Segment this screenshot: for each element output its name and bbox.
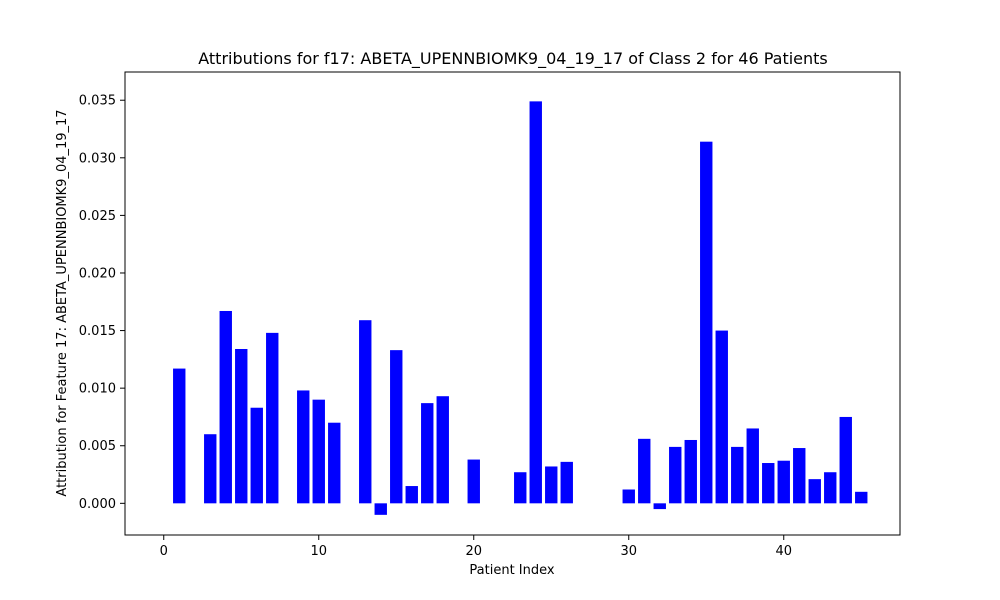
- bar-patient-38: [746, 428, 759, 504]
- y-tick-label: 0.025: [79, 209, 116, 224]
- bar-patient-15: [390, 350, 403, 504]
- bar-patient-6: [250, 407, 263, 504]
- y-tick-label: 0.010: [79, 382, 116, 397]
- bar-patient-42: [808, 479, 821, 504]
- bar-patient-39: [762, 463, 775, 504]
- bar-patient-20: [467, 459, 480, 504]
- bar-patient-16: [405, 486, 418, 504]
- y-tick-label: 0.030: [79, 151, 116, 166]
- bar-patient-4: [219, 310, 232, 504]
- bar-patient-41: [793, 448, 806, 504]
- bar-patient-35: [700, 141, 713, 504]
- bar-patient-10: [312, 399, 325, 504]
- bar-patient-25: [545, 466, 558, 504]
- bar-patient-23: [514, 472, 527, 504]
- plot-frame: [124, 71, 901, 536]
- bar-patient-7: [266, 332, 279, 504]
- x-tick-label: 40: [775, 544, 792, 559]
- bar-patient-31: [638, 438, 651, 504]
- y-tick-label: 0.015: [79, 324, 116, 339]
- bar-patient-34: [684, 439, 697, 504]
- x-tick-label: 0: [160, 544, 168, 559]
- y-tick-label: 0.000: [79, 497, 116, 512]
- bar-patient-1: [173, 368, 186, 504]
- x-tick-label: 30: [620, 544, 637, 559]
- x-axis-label: Patient Index: [469, 563, 554, 578]
- bar-patient-9: [297, 390, 310, 504]
- bar-patient-5: [235, 348, 248, 504]
- bars-group: [173, 101, 868, 515]
- bar-patient-43: [824, 472, 837, 504]
- bar-patient-17: [421, 403, 434, 504]
- y-tick-label: 0.035: [79, 94, 116, 109]
- bar-patient-11: [328, 422, 341, 504]
- bar-patient-26: [560, 461, 573, 504]
- bar-patient-18: [436, 396, 449, 504]
- x-tick-label: 20: [465, 544, 482, 559]
- bar-patient-32: [653, 503, 666, 510]
- bar-patient-40: [777, 460, 790, 504]
- bar-patient-14: [374, 503, 387, 515]
- bar-patient-30: [622, 489, 635, 504]
- bar-patient-36: [715, 330, 728, 504]
- bar-patient-13: [359, 320, 372, 504]
- bar-patient-33: [669, 446, 682, 504]
- chart-title: Attributions for f17: ABETA_UPENNBIOMK9_…: [198, 49, 828, 69]
- y-axis-label: Attribution for Feature 17: ABETA_UPENNB…: [55, 109, 70, 496]
- x-tick-label: 10: [310, 544, 327, 559]
- bar-patient-24: [529, 101, 542, 504]
- bar-patient-37: [731, 446, 744, 504]
- y-tick-label: 0.020: [79, 266, 116, 281]
- y-tick-label: 0.005: [79, 439, 116, 454]
- y-axis: 0.000 0.005 0.010 0.015 0.020 0.025 0.030 0.035: [79, 94, 125, 512]
- bar-patient-3: [204, 434, 217, 504]
- bar-patient-44: [839, 416, 852, 504]
- x-axis: 0 10 20 30 40: [160, 535, 792, 559]
- bar-patient-45: [855, 491, 868, 504]
